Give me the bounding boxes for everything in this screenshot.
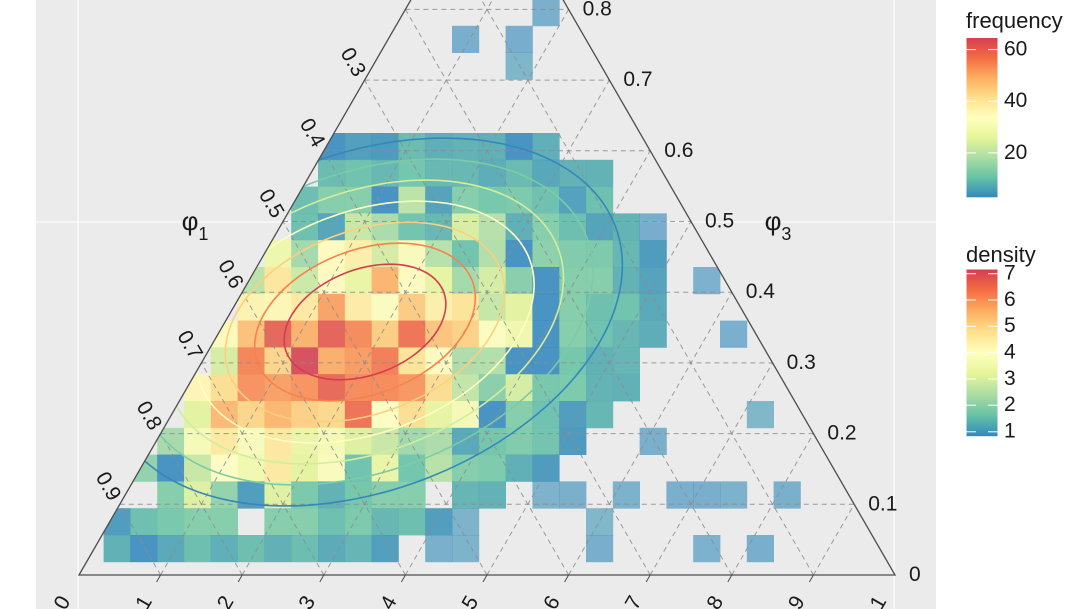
svg-text:0.8: 0.8 bbox=[583, 0, 612, 20]
svg-text:20: 20 bbox=[1004, 141, 1027, 164]
svg-text:1: 1 bbox=[1004, 420, 1016, 443]
svg-text:frequency: frequency bbox=[966, 8, 1063, 33]
svg-text:0.5: 0.5 bbox=[705, 210, 734, 233]
svg-text:2: 2 bbox=[1004, 393, 1016, 416]
svg-text:3: 3 bbox=[1004, 367, 1016, 390]
svg-text:0: 0 bbox=[909, 563, 921, 586]
svg-text:40: 40 bbox=[1004, 89, 1027, 112]
svg-text:60: 60 bbox=[1004, 38, 1027, 61]
svg-text:0.4: 0.4 bbox=[746, 280, 776, 303]
svg-text:0.7: 0.7 bbox=[623, 68, 652, 91]
svg-text:0.2: 0.2 bbox=[827, 422, 856, 445]
svg-text:0.6: 0.6 bbox=[664, 139, 693, 162]
svg-text:density: density bbox=[966, 242, 1036, 267]
svg-text:0.3: 0.3 bbox=[787, 351, 816, 374]
svg-text:5: 5 bbox=[1004, 314, 1016, 337]
svg-text:4: 4 bbox=[1004, 341, 1016, 364]
svg-text:7: 7 bbox=[1004, 262, 1016, 285]
svg-text:6: 6 bbox=[1004, 288, 1016, 311]
svg-text:0.1: 0.1 bbox=[868, 492, 897, 515]
